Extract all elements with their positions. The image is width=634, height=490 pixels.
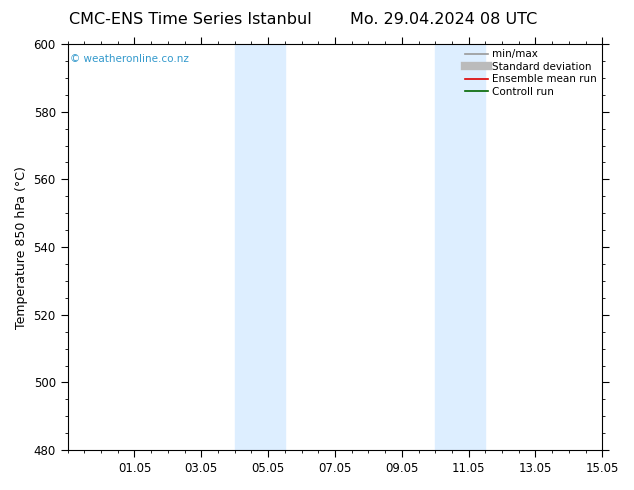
Text: CMC-ENS Time Series Istanbul: CMC-ENS Time Series Istanbul (69, 12, 311, 27)
Bar (435, 44, 486, 450)
Legend: min/max, Standard deviation, Ensemble mean run, Controll run: min/max, Standard deviation, Ensemble me… (463, 47, 599, 99)
Text: Mo. 29.04.2024 08 UTC: Mo. 29.04.2024 08 UTC (350, 12, 538, 27)
Y-axis label: Temperature 850 hPa (°C): Temperature 850 hPa (°C) (15, 166, 28, 328)
Bar (235, 44, 285, 450)
Text: © weatheronline.co.nz: © weatheronline.co.nz (70, 54, 189, 64)
